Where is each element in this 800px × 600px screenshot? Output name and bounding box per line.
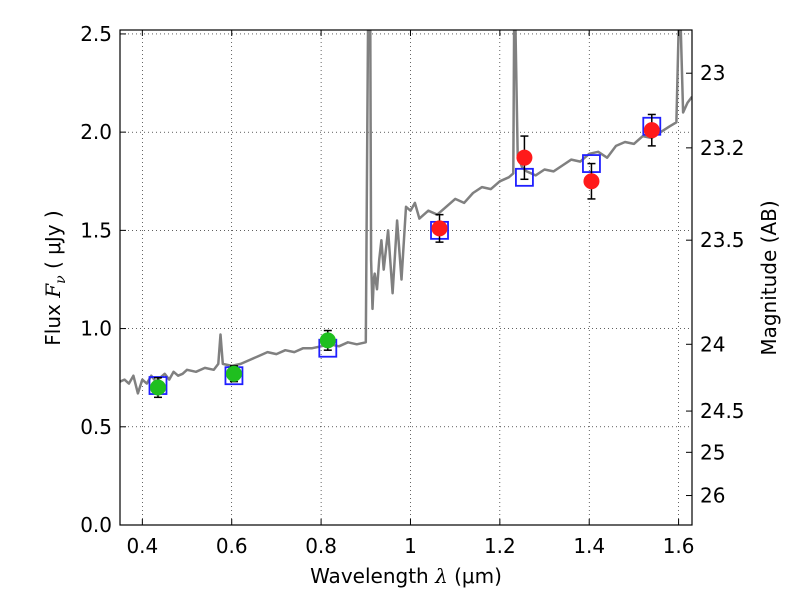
x-tick-label: 0.8 [305,534,337,558]
x-axis-label: Wavelength λ (μm) [310,564,502,588]
grid [120,30,692,526]
plot-area [120,30,692,399]
x-tick-label: 1.4 [573,534,605,558]
y2-tick-label: 26 [700,484,725,508]
y2-tick-label: 23.5 [700,228,745,252]
x-tick-label: 1 [404,534,417,558]
observed-point [149,379,166,396]
observed-point [583,173,600,190]
y2-tick-label: 24.5 [700,399,745,423]
observed-point [643,122,660,139]
x-tick-label: 1.6 [663,534,695,558]
observed-point [516,149,533,166]
y2-tick-label: 25 [700,440,725,464]
observed-point [319,332,336,349]
x-tick-label: 1.2 [484,534,516,558]
observed-point [431,220,448,237]
y-tick-label: 1.5 [80,218,112,242]
y2-tick-label: 23.2 [700,136,745,160]
y-tick-label: 0.0 [80,513,112,537]
model-spectrum-line [120,30,692,395]
y2-tick-label: 24 [700,332,725,356]
y-tick-label: 1.0 [80,317,112,341]
observed-point [225,365,242,382]
y-tick-label: 0.5 [80,415,112,439]
plot-frame [119,29,693,526]
x-tick-label: 0.4 [126,534,158,558]
y-tick-label: 2.5 [80,22,112,46]
y-tick-label: 2.0 [80,120,112,144]
axis-ticks: 0.4 0.6 0.8 1 1.2 1.4 1.6 0.0 0.5 1.0 1.5 2.0 2.5 23 2… [80,22,744,558]
x-tick-label: 0.6 [216,534,248,558]
y2-axis-label: Magnitude (AB) [757,200,781,355]
y-axis-label: Flux Fν ( μJy ) [41,210,69,345]
y2-tick-label: 23 [700,61,725,85]
